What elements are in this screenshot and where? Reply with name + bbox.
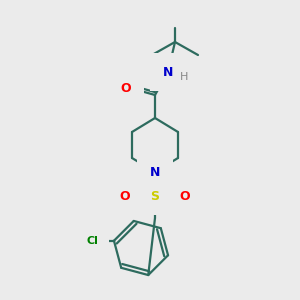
Text: O: O xyxy=(180,190,190,202)
Text: N: N xyxy=(163,65,173,79)
Text: Cl: Cl xyxy=(86,236,98,246)
Text: S: S xyxy=(151,190,160,202)
Text: N: N xyxy=(150,166,160,178)
Text: H: H xyxy=(180,72,188,82)
Text: O: O xyxy=(121,82,131,94)
Text: O: O xyxy=(120,190,130,202)
